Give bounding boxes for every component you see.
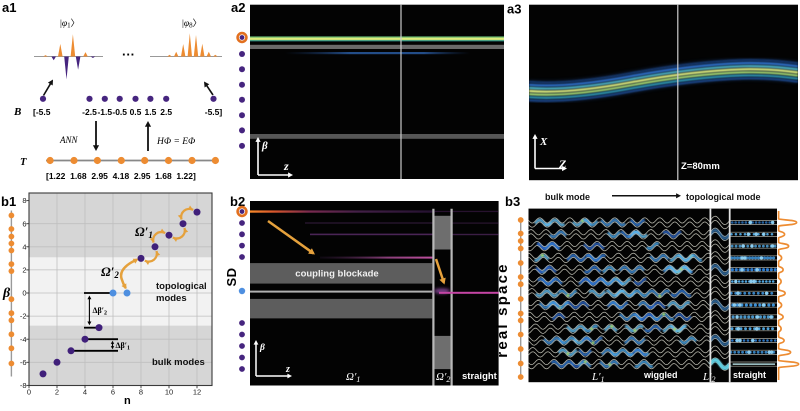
svg-text:a1: a1 (2, 0, 16, 15)
svg-text:a3: a3 (507, 2, 521, 17)
svg-text:-2.5: -2.5 (82, 107, 97, 117)
svg-text:4: 4 (83, 388, 87, 397)
svg-text:-0.5: -0.5 (112, 107, 127, 117)
svg-text:10: 10 (165, 388, 173, 397)
svg-text:4: 4 (22, 242, 26, 251)
svg-text:2: 2 (22, 266, 26, 275)
svg-text:β: β (261, 140, 268, 152)
svg-text:straight: straight (462, 371, 498, 382)
svg-text:b2: b2 (230, 194, 245, 209)
svg-text:B: B (13, 106, 21, 118)
svg-text:-2: -2 (20, 312, 27, 321)
svg-text:L′1: L′1 (591, 371, 605, 384)
svg-text:Δβ′2: Δβ′2 (93, 306, 107, 317)
svg-text:Z=80mm: Z=80mm (681, 161, 720, 172)
svg-text:6: 6 (111, 388, 115, 397)
svg-text:Z: Z (558, 157, 567, 171)
svg-text:Ω′1: Ω′1 (346, 371, 360, 384)
svg-text:Δβ′1: Δβ′1 (116, 341, 130, 352)
svg-text:b1: b1 (1, 194, 16, 209)
svg-text:real space: real space (494, 262, 511, 357)
svg-text:2: 2 (55, 388, 59, 397)
svg-text:X: X (539, 136, 548, 148)
svg-text:-1.5: -1.5 (97, 107, 112, 117)
svg-text:0: 0 (27, 388, 31, 397)
svg-text:[-5.5: [-5.5 (33, 107, 51, 117)
svg-text:bulk mode: bulk mode (545, 192, 590, 202)
svg-text:β: β (2, 286, 11, 301)
svg-text:bulk modes: bulk modes (152, 357, 205, 368)
svg-text:-4: -4 (20, 335, 27, 344)
svg-text:Ω′2: Ω′2 (436, 371, 450, 384)
svg-text:a2: a2 (231, 0, 245, 15)
svg-text:-8: -8 (20, 381, 27, 390)
svg-text:β: β (259, 343, 265, 353)
svg-text:b3: b3 (505, 194, 520, 209)
svg-text:T: T (20, 157, 27, 168)
svg-text:0: 0 (22, 289, 26, 298)
svg-text:8: 8 (22, 196, 26, 205)
svg-text:coupling blockade: coupling blockade (295, 269, 378, 280)
svg-text:|φ1〉: |φ1〉 (60, 18, 80, 30)
svg-text:SD: SD (224, 267, 239, 286)
svg-text:n: n (124, 395, 131, 406)
svg-text:12: 12 (193, 388, 201, 397)
svg-text:-6: -6 (20, 358, 27, 367)
svg-text:topological: topological (156, 281, 207, 292)
svg-text:2.5: 2.5 (160, 107, 172, 117)
svg-text:wiggled: wiggled (643, 370, 678, 380)
svg-text:L′2: L′2 (702, 371, 716, 384)
svg-text:6: 6 (22, 219, 26, 228)
svg-text:8: 8 (139, 388, 143, 397)
svg-text:modes: modes (156, 293, 187, 304)
svg-text:[1.22 1.68 2.95 4.18 2.95: [1.22 1.68 2.95 4.18 2.95 1.68 1.22] (46, 171, 196, 181)
svg-text:HΦ = EΦ: HΦ = EΦ (156, 137, 195, 147)
svg-text:0.5: 0.5 (130, 107, 142, 117)
svg-text:···: ··· (122, 47, 135, 62)
svg-text:|φ8〉: |φ8〉 (182, 18, 202, 30)
svg-text:z: z (283, 159, 289, 173)
svg-text:ANN: ANN (59, 135, 79, 145)
svg-text:1.5: 1.5 (144, 107, 156, 117)
svg-text:-5.5]: -5.5] (205, 107, 223, 117)
svg-text:straight: straight (733, 370, 766, 380)
svg-text:z: z (285, 364, 290, 375)
svg-text:topological mode: topological mode (686, 192, 761, 202)
